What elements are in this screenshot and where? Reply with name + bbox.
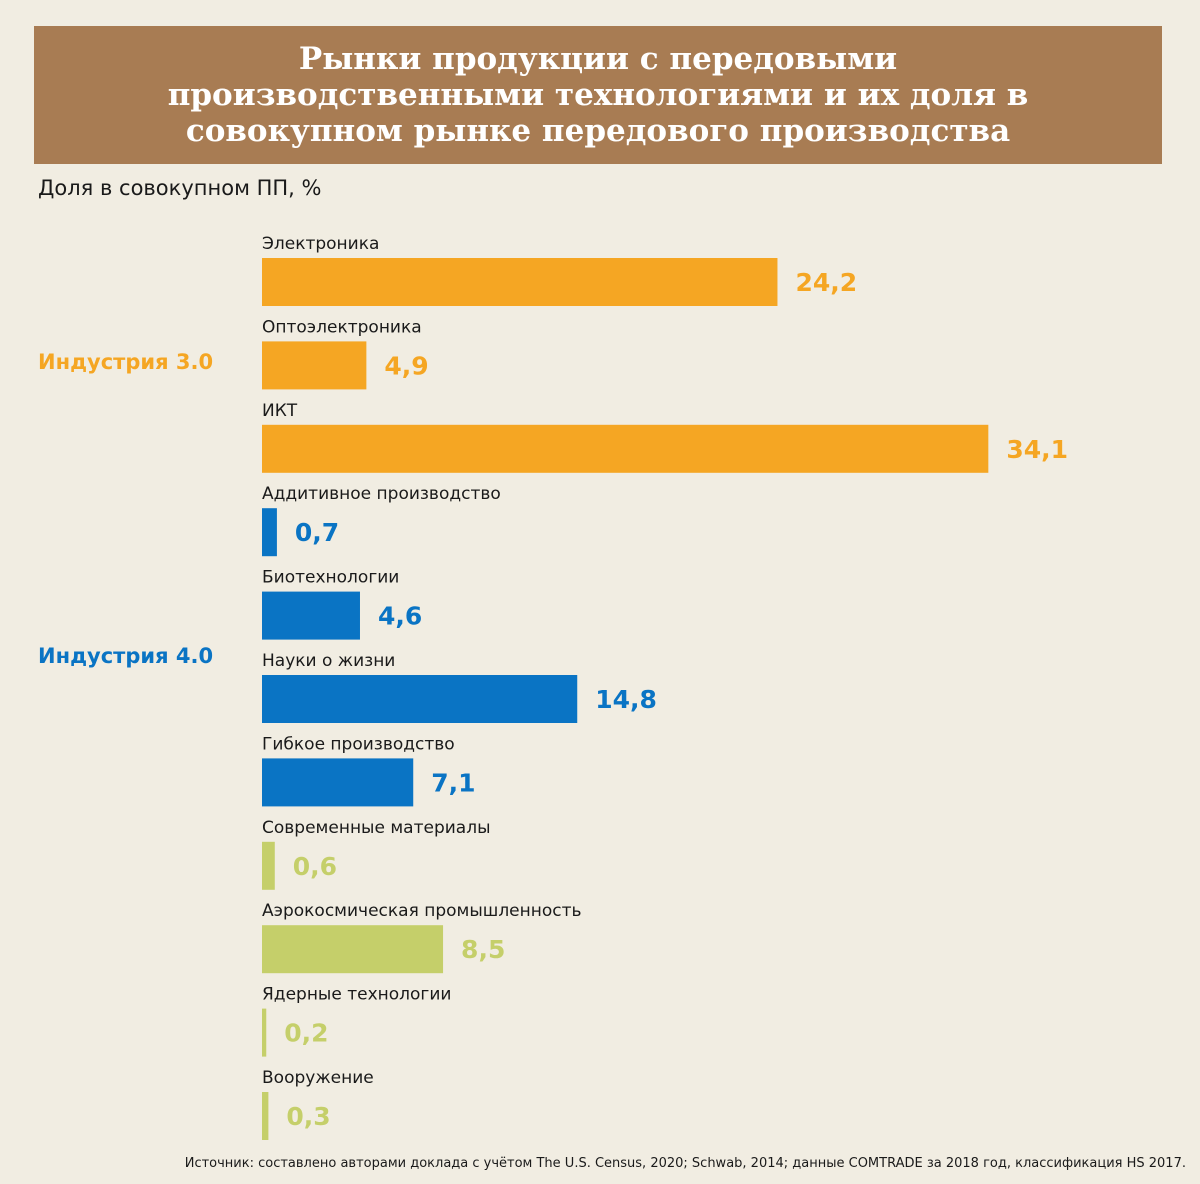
bar-9 [262,1008,267,1057]
chart-title: Рынки продукции с передовыми производств… [167,41,1029,149]
category-label-0: Электроника [262,234,379,254]
value-label-7: 0,6 [293,852,337,881]
value-label-1: 4,9 [384,351,428,380]
value-label-5: 14,8 [595,685,657,714]
value-label-10: 0,3 [286,1102,330,1131]
bar-2 [262,424,989,473]
value-label-3: 0,7 [295,518,339,547]
value-label-8: 8,5 [461,935,505,964]
bar-4 [262,591,360,640]
value-label-6: 7,1 [431,768,475,797]
bar-5 [262,675,578,723]
bar-0 [262,258,778,306]
category-label-1: Оптоэлектроника [262,317,422,337]
value-label-0: 24,2 [795,268,857,297]
bar-3 [262,508,277,557]
bar-10 [262,1092,269,1140]
axis-title: Доля в совокупном ПП, % [38,176,322,200]
category-label-8: Аэрокосмическая промышленность [262,901,582,921]
category-label-6: Гибкое производство [262,734,455,754]
value-label-9: 0,2 [284,1019,328,1048]
category-label-2: ИКТ [262,401,298,421]
category-label-5: Науки о жизни [262,651,395,671]
source-note: Источник: составлено авторами доклада с … [184,1156,1186,1171]
category-label-7: Современные материалы [262,818,491,838]
value-label-2: 34,1 [1006,435,1068,464]
bar-8 [262,925,444,974]
value-label-4: 4,6 [378,602,422,631]
category-label-4: Биотехнологии [262,568,399,588]
title-banner: Рынки продукции с передовыми производств… [34,26,1162,164]
group-label-industry-3: Индустрия 3.0 [38,350,214,374]
bar-7 [262,841,275,890]
category-label-9: Ядерные технологии [262,985,451,1005]
bar-1 [262,341,367,390]
bar-6 [262,758,414,807]
category-label-3: Аддитивное производство [262,484,501,504]
category-label-10: Вооружение [262,1068,374,1088]
group-label-industry-4: Индустрия 4.0 [38,644,214,668]
